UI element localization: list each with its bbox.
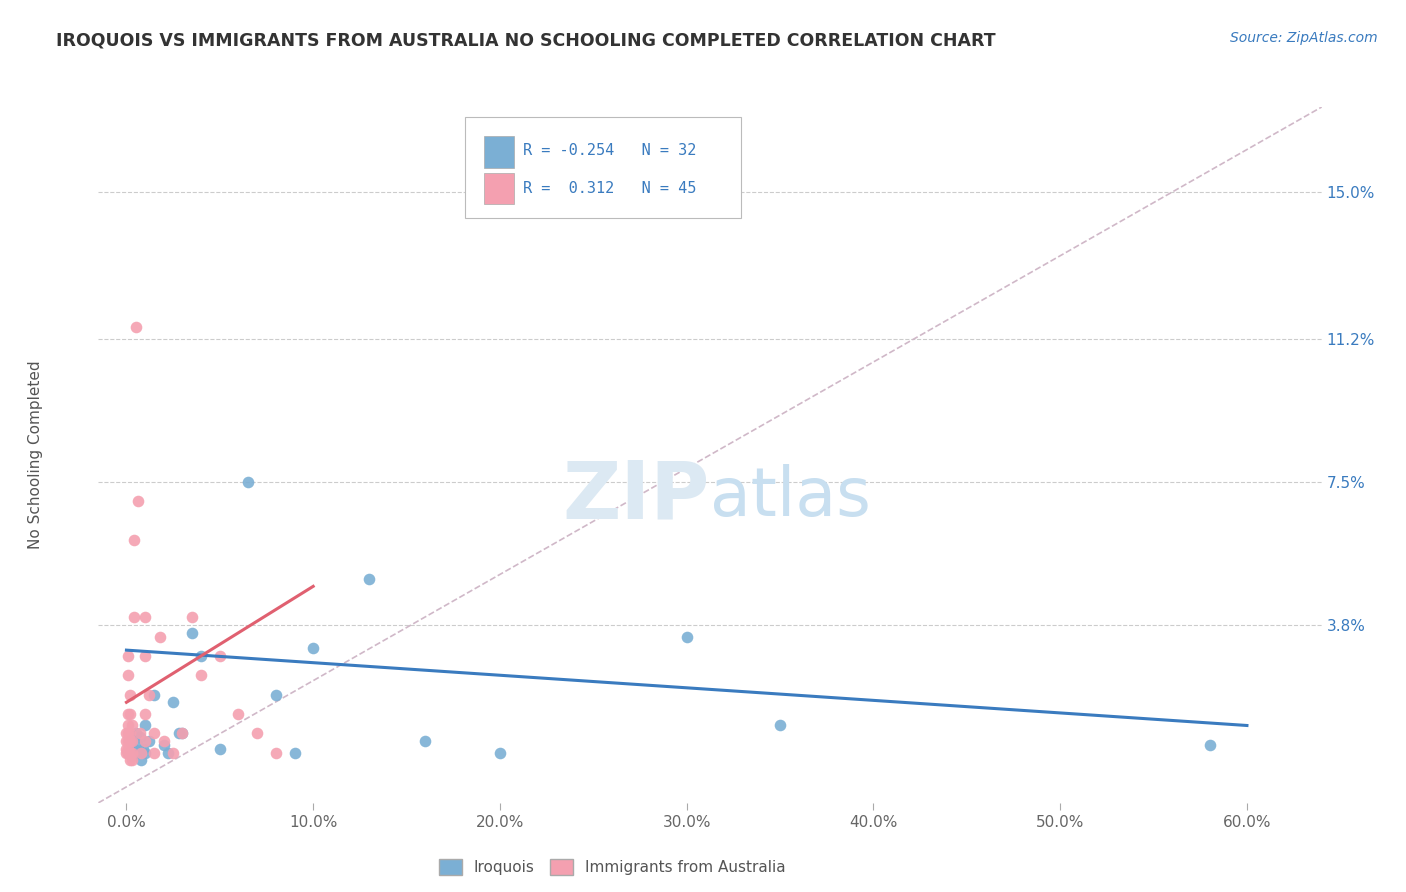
Point — [264, 688, 287, 702]
Point — [162, 695, 184, 709]
Point — [180, 610, 202, 624]
Point — [122, 741, 145, 756]
Point — [128, 730, 150, 744]
Point — [117, 746, 139, 760]
Point — [675, 630, 697, 644]
Point — [117, 726, 139, 740]
Point — [120, 688, 142, 702]
Point — [115, 726, 138, 740]
Point — [132, 741, 155, 756]
Text: IROQUOIS VS IMMIGRANTS FROM AUSTRALIA NO SCHOOLING COMPLETED CORRELATION CHART: IROQUOIS VS IMMIGRANTS FROM AUSTRALIA NO… — [56, 31, 995, 49]
Point — [131, 753, 153, 767]
Point — [121, 734, 143, 748]
Point — [167, 726, 190, 740]
Point — [115, 741, 138, 756]
Point — [143, 746, 166, 760]
Point — [115, 746, 138, 760]
Point — [125, 746, 148, 760]
Point — [117, 648, 139, 663]
Point — [190, 668, 212, 682]
Point — [359, 572, 381, 586]
Point — [302, 641, 325, 656]
Point — [120, 706, 142, 721]
Point — [117, 746, 139, 760]
Point — [283, 746, 305, 760]
Point — [769, 718, 792, 732]
Point — [172, 726, 194, 740]
Point — [134, 746, 156, 760]
Point — [121, 746, 143, 760]
Point — [236, 475, 259, 489]
Point — [152, 734, 174, 748]
Point — [121, 718, 143, 732]
Point — [143, 726, 166, 740]
Point — [125, 726, 148, 740]
Point — [156, 746, 179, 760]
Point — [117, 734, 139, 748]
Point — [134, 734, 156, 748]
FancyBboxPatch shape — [484, 173, 515, 204]
Point — [117, 718, 139, 732]
Point — [190, 648, 212, 663]
FancyBboxPatch shape — [465, 118, 741, 219]
Point — [120, 734, 142, 748]
Point — [172, 726, 194, 740]
Point — [134, 718, 156, 732]
Point — [152, 738, 174, 752]
Point — [125, 320, 148, 334]
Point — [489, 746, 512, 760]
Point — [121, 753, 143, 767]
Point — [134, 610, 156, 624]
Point — [127, 738, 149, 752]
Point — [162, 746, 184, 760]
Point — [120, 746, 142, 760]
Point — [246, 726, 269, 740]
Point — [128, 726, 150, 740]
Point — [149, 630, 172, 644]
Point — [208, 741, 231, 756]
Point — [180, 625, 202, 640]
Legend: Iroquois, Immigrants from Australia: Iroquois, Immigrants from Australia — [439, 859, 786, 875]
Point — [117, 706, 139, 721]
Point — [228, 706, 250, 721]
Point — [122, 533, 145, 547]
Point — [134, 648, 156, 663]
FancyBboxPatch shape — [484, 136, 515, 168]
Text: R =  0.312   N = 45: R = 0.312 N = 45 — [523, 181, 696, 196]
Text: Source: ZipAtlas.com: Source: ZipAtlas.com — [1230, 31, 1378, 45]
Point — [122, 610, 145, 624]
Point — [120, 734, 142, 748]
Point — [127, 494, 149, 508]
Point — [138, 734, 160, 748]
Point — [131, 746, 153, 760]
Text: R = -0.254   N = 32: R = -0.254 N = 32 — [523, 144, 696, 159]
Text: No Schooling Completed: No Schooling Completed — [28, 360, 42, 549]
Point — [134, 706, 156, 721]
Point — [143, 688, 166, 702]
Point — [413, 734, 436, 748]
Point — [121, 749, 143, 764]
Point — [1198, 738, 1220, 752]
Point — [117, 741, 139, 756]
Point — [138, 688, 160, 702]
Point — [208, 648, 231, 663]
Text: ZIP: ZIP — [562, 458, 710, 536]
Point — [264, 746, 287, 760]
Point — [115, 734, 138, 748]
Point — [120, 753, 142, 767]
Point — [117, 668, 139, 682]
Text: atlas: atlas — [710, 464, 870, 530]
Point — [120, 726, 142, 740]
